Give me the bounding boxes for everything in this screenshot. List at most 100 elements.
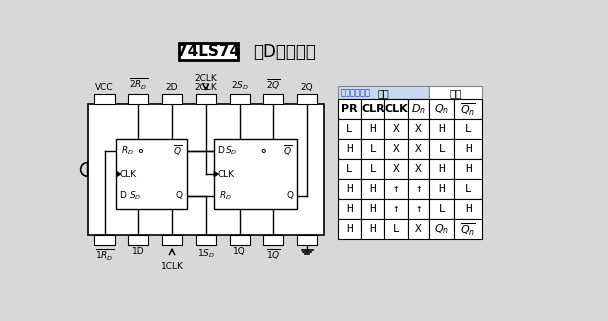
Bar (384, 100, 408, 119)
Text: 13: 13 (132, 94, 145, 104)
Text: 12: 12 (166, 94, 178, 104)
Text: H: H (370, 124, 376, 134)
Text: $\overline{Q}$: $\overline{Q}$ (283, 143, 292, 158)
Bar (338, 139, 361, 160)
Bar (361, 179, 384, 199)
Text: X: X (415, 124, 422, 134)
Text: H: H (370, 224, 376, 234)
Text: $S_D$: $S_D$ (225, 145, 237, 157)
Text: L: L (346, 164, 353, 174)
Text: CLR: CLR (361, 104, 385, 114)
Text: L: L (465, 124, 472, 134)
Text: 10: 10 (233, 94, 246, 104)
Text: $1S_D$: $1S_D$ (197, 247, 215, 260)
Bar (96, 112, 316, 226)
Bar (454, 179, 482, 199)
Text: $R_D$: $R_D$ (121, 145, 134, 157)
Bar (454, 100, 482, 119)
Bar (454, 139, 482, 160)
Text: L: L (438, 204, 445, 214)
Text: H: H (465, 144, 472, 154)
Circle shape (262, 149, 265, 152)
Text: $S_D$: $S_D$ (129, 189, 141, 202)
Bar (408, 160, 429, 179)
Text: 4: 4 (202, 235, 209, 245)
Text: 输入: 输入 (378, 89, 390, 99)
Text: H: H (465, 164, 472, 174)
Bar (361, 220, 384, 239)
Bar (338, 199, 361, 220)
Bar (384, 119, 408, 139)
Bar (196, 235, 216, 245)
Text: $\overline{2R_D}$: $\overline{2R_D}$ (129, 76, 148, 92)
Bar (361, 100, 384, 119)
Bar (429, 119, 454, 139)
Bar (162, 94, 182, 104)
Text: $\overline{2Q}$: $\overline{2Q}$ (266, 77, 281, 92)
Polygon shape (116, 171, 121, 177)
Bar (338, 160, 361, 179)
Bar (429, 220, 454, 239)
Text: 2CLK: 2CLK (195, 82, 217, 92)
Text: H: H (346, 144, 353, 154)
Text: 2Q: 2Q (301, 82, 314, 92)
Text: 7: 7 (304, 235, 310, 245)
Text: L: L (465, 185, 472, 195)
Text: X: X (415, 164, 422, 174)
Text: 1CLK: 1CLK (161, 262, 184, 271)
Bar (384, 199, 408, 220)
Text: $2S_D$: $2S_D$ (230, 79, 249, 92)
Text: H: H (346, 224, 353, 234)
Bar (408, 100, 429, 119)
Bar (88, 104, 324, 235)
Bar (338, 220, 361, 239)
Text: D: D (217, 146, 224, 155)
Bar (338, 179, 361, 199)
Text: 3: 3 (169, 235, 175, 245)
Bar (408, 220, 429, 239)
Bar (101, 117, 311, 222)
Bar (429, 160, 454, 179)
Text: X: X (415, 144, 422, 154)
Bar (338, 119, 361, 139)
Text: 点击查看大图: 点击查看大图 (340, 88, 370, 97)
Text: ↑: ↑ (415, 204, 422, 214)
Text: 2D: 2D (166, 82, 178, 92)
Text: H: H (346, 204, 353, 214)
Bar (297, 235, 317, 245)
Bar (338, 86, 429, 100)
Text: $\overline{Q}$: $\overline{Q}$ (173, 143, 182, 158)
Bar (361, 199, 384, 220)
Text: D: D (119, 191, 126, 200)
Text: X: X (393, 144, 399, 154)
Bar (384, 139, 408, 160)
Bar (384, 179, 408, 199)
Text: L: L (393, 224, 399, 234)
Bar (128, 94, 148, 104)
Bar (408, 139, 429, 160)
Bar (162, 235, 182, 245)
Bar (454, 220, 482, 239)
Bar (408, 179, 429, 199)
Text: 1Q: 1Q (233, 247, 246, 256)
Bar (384, 160, 408, 179)
Text: 1D: 1D (132, 247, 145, 256)
Text: H: H (438, 185, 445, 195)
Text: $\overline{Q_n}$: $\overline{Q_n}$ (460, 221, 476, 238)
Text: 2: 2 (135, 235, 142, 245)
Text: Q: Q (286, 191, 293, 200)
Text: 74LS74: 74LS74 (177, 44, 240, 59)
Bar (179, 43, 238, 60)
Bar (384, 220, 408, 239)
Text: $\overline{1R_D}$: $\overline{1R_D}$ (95, 247, 114, 263)
Wedge shape (81, 162, 88, 176)
Text: ↑: ↑ (393, 204, 399, 214)
Bar (338, 100, 361, 119)
Text: 1: 1 (102, 235, 108, 245)
Bar (94, 235, 114, 245)
Text: H: H (370, 204, 376, 214)
Text: L: L (370, 164, 376, 174)
Bar (408, 199, 429, 220)
Text: $\overline{Q_n}$: $\overline{Q_n}$ (460, 101, 476, 117)
Bar (94, 94, 114, 104)
